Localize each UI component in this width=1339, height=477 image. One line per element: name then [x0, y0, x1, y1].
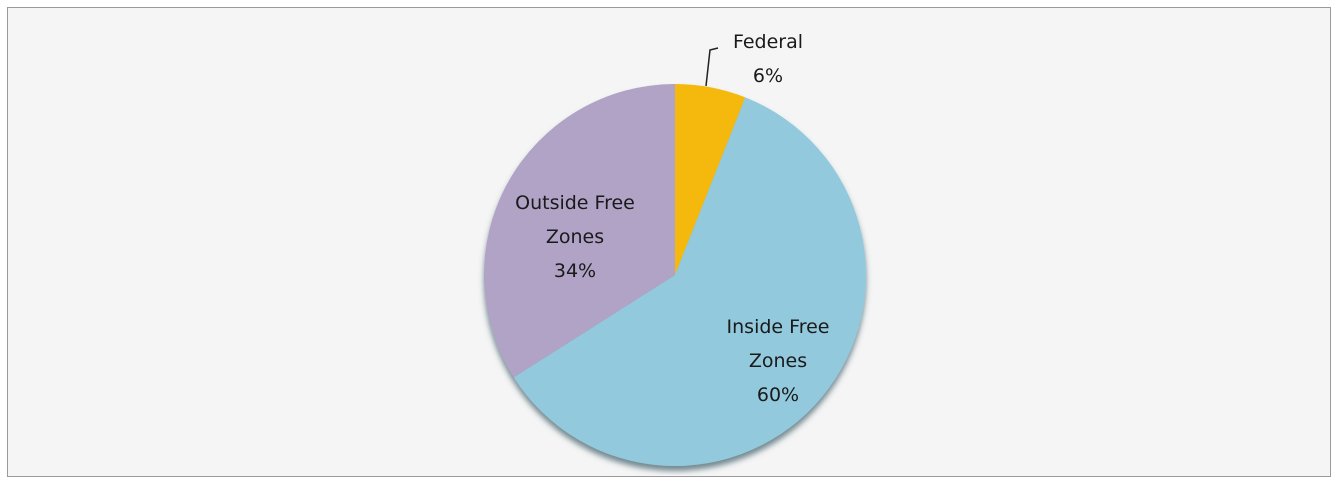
- value-label: 34%: [553, 260, 597, 282]
- pie: [484, 84, 866, 466]
- slice-label: Federal 6%: [683, 25, 853, 93]
- pie-slice: [484, 84, 675, 378]
- category-label: Inside Free Zones: [726, 316, 830, 372]
- value-label: 6%: [752, 65, 784, 87]
- pie-slice: [675, 84, 746, 275]
- category-label: Federal: [732, 31, 804, 53]
- value-label: 60%: [756, 384, 800, 406]
- category-label: Outside Free Zones: [515, 192, 635, 248]
- slice-label: Outside Free Zones 34%: [490, 186, 660, 288]
- leader-line: [705, 47, 719, 87]
- pie-slice: [513, 97, 866, 466]
- slice-label: Inside Free Zones 60%: [693, 310, 863, 412]
